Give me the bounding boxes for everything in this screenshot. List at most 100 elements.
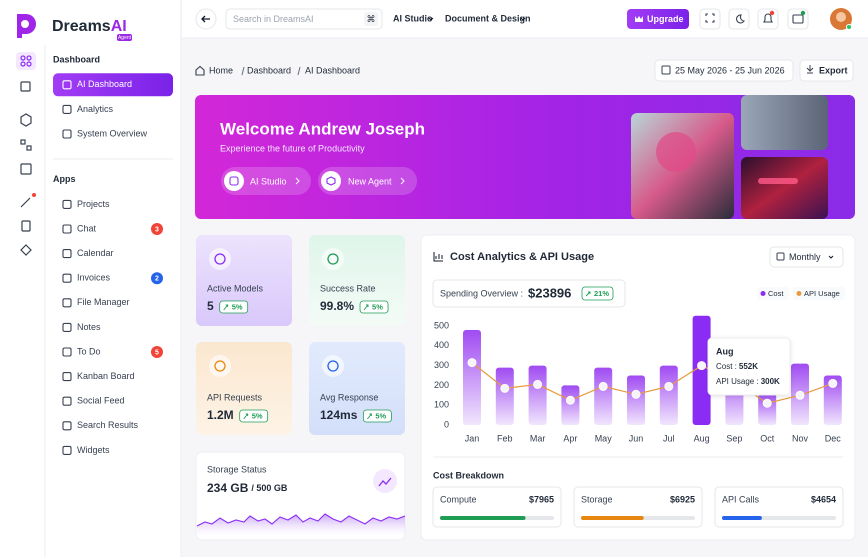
breadcrumb-item: AI Dashboard [305,65,360,75]
stat-label: API Requests [207,392,263,402]
nav-item[interactable]: Calendar [77,248,114,258]
rail-icon[interactable] [20,139,26,145]
rail-icon[interactable] [20,244,32,256]
breakdown-fill [581,516,644,520]
breadcrumb-item[interactable]: Home [209,65,233,75]
nav-icon [62,322,72,332]
storage-sparkline-area [197,514,405,539]
breakdown-label: API Calls [722,494,760,504]
fullscreen-button[interactable] [699,8,721,30]
nav-item[interactable]: Invoices [77,273,111,283]
nav-item[interactable]: Analytics [77,104,114,114]
nav-icon [62,104,72,114]
breadcrumb-item[interactable]: Dashboard [247,65,291,75]
nav-item[interactable]: Search Results [77,420,139,430]
spending-change-icon [585,291,591,297]
y-tick-label: 300 [434,360,449,370]
nav-item-active-bg[interactable] [53,73,173,97]
banner-title: Welcome Andrew Joseph [220,119,425,138]
stat-label: Success Rate [320,283,376,293]
rail-icon[interactable] [20,163,32,175]
line-point [533,379,543,389]
y-tick-label: 500 [434,320,449,330]
stat-change-icon [243,413,249,420]
search-box[interactable] [225,8,383,30]
banner-button-icon [224,171,244,191]
storage-icon [378,477,392,487]
nav-badge-bg [151,223,163,235]
export-button[interactable] [799,59,854,82]
rail-icon[interactable] [20,81,31,92]
nav-item[interactable]: System Overview [77,128,148,138]
export-label: Export [819,65,848,75]
stat-change-badge [359,300,389,314]
menu-document-design[interactable]: Document & Design [445,13,531,23]
line [471,362,834,404]
storage-icon-bg [373,469,397,493]
line-point [697,361,707,371]
shortcut-key: ⌘ [367,14,376,24]
menu-ai-studio[interactable]: AI Studio [393,13,433,23]
stat-change-icon [363,304,369,311]
nav-icon [62,298,72,308]
rail-icon[interactable] [21,220,31,232]
notification-dot [769,10,775,16]
nav-icon [62,445,72,455]
nav-badge: 2 [155,276,159,283]
breakdown-value: $4654 [811,494,836,504]
nav-item[interactable]: File Manager [77,297,130,307]
stat-value: 99.8% [320,299,354,313]
stat-icon [327,253,339,265]
x-tick-label: Aug [694,433,710,443]
nav-icon [62,421,72,431]
nav-item[interactable]: Kanban Board [77,371,135,381]
nav-item[interactable]: Chat [77,223,97,233]
calendar-icon [661,65,671,75]
section-title: Apps [53,174,76,184]
nav-item[interactable]: Notes [77,322,101,332]
bar [528,365,547,425]
bar [495,367,514,425]
banner-button[interactable] [221,167,311,195]
nav-icon [62,224,72,234]
breakdown-label: Compute [440,494,477,504]
nav-item[interactable]: Widgets [77,445,110,455]
breakdown-card [714,486,844,528]
messages-button[interactable] [787,8,809,30]
rail-icon[interactable] [20,113,32,127]
storage-sparkline [196,513,406,527]
logo[interactable]: DreamsAI Agent [17,14,132,41]
x-tick-label: Jan [465,433,480,443]
stat-icon-bg [209,248,231,270]
y-tick-label: 100 [434,400,449,410]
upgrade-label: Upgrade [647,14,684,24]
menu-chevron [520,17,526,21]
nav-item[interactable]: Projects [77,199,110,209]
breakdown-title: Cost Breakdown [433,470,504,480]
period-chevron [828,255,834,259]
date-range-picker[interactable] [654,59,794,82]
nav-badge-bg [151,272,163,285]
brand: DreamsAI [52,18,127,35]
banner-button[interactable] [318,167,417,195]
banner-button-label: AI Studio [250,176,287,186]
back-icon [201,15,210,23]
rail-icon[interactable] [20,197,31,208]
nav-icon [62,347,72,357]
nav-icon [62,129,72,139]
upgrade-button[interactable] [627,9,689,29]
bar [692,315,711,425]
nav-item[interactable]: To Do [77,346,101,356]
sidebar-nav: Dashboard AI Dashboard Analytics System Ove… [53,54,173,455]
period-select[interactable] [769,246,844,268]
stat-label: Avg Response [320,392,378,402]
stat-icon-bg [209,355,231,377]
x-tick-label: Apr [563,433,577,443]
nav-item[interactable]: AI Dashboard [77,79,132,89]
notifications-button[interactable] [757,8,779,30]
stat-icon [327,360,339,372]
theme-button[interactable] [728,8,750,30]
bar [594,367,613,425]
nav-item[interactable]: Social Feed [77,396,125,406]
y-tick-label: 200 [434,380,449,390]
